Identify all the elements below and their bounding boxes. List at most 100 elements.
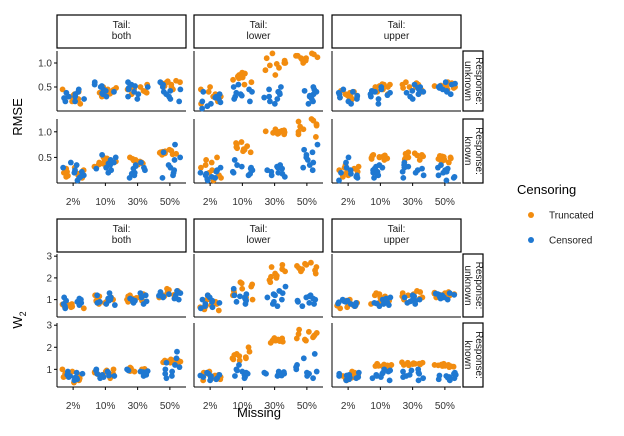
point-censored [405,163,412,170]
point-censored [99,151,105,158]
point-censored [415,377,422,384]
x-tick-label: 30% [265,197,285,208]
point-censored [171,157,178,163]
point-truncated [442,362,448,369]
strip-box [193,218,324,253]
point-truncated [207,84,213,90]
row-strip-label: Response:known [462,127,484,175]
point-truncated [293,335,300,342]
y-tick-label: 1 [46,365,52,376]
point-censored [60,164,67,171]
point-truncated [417,289,424,295]
point-truncated [312,267,318,274]
point-truncated [230,356,237,363]
strip-box [56,14,187,49]
point-censored [105,295,112,302]
point-censored [278,84,284,90]
x-tick-label: 30% [128,401,148,412]
point-censored [142,292,149,299]
point-censored [276,89,283,96]
y-tick-label: 1 [46,295,52,306]
point-censored [310,375,316,382]
point-censored [73,369,80,376]
point-truncated [269,337,276,344]
point-censored [111,88,117,95]
point-truncated [233,140,239,146]
point-truncated [313,122,320,129]
point-censored [230,84,237,90]
point-censored [79,370,86,377]
point-truncated [313,330,320,336]
point-censored [157,79,164,86]
point-censored [208,100,214,107]
point-censored [294,297,301,304]
point-truncated [302,260,308,267]
x-tick-label: 2% [203,401,218,412]
point-censored [232,373,238,379]
point-censored [378,86,385,93]
point-censored [162,366,169,373]
point-truncated [69,303,76,310]
point-censored [385,302,392,308]
point-censored [237,293,243,300]
point-truncated [431,362,438,368]
point-censored [176,98,183,105]
point-truncated [262,128,269,135]
point-censored [247,170,254,177]
point-truncated [273,272,280,279]
row-strip-label: Response:unknown [462,262,484,310]
point-truncated [245,344,252,351]
point-truncated [249,296,256,303]
point-censored [387,367,394,374]
point-censored [400,374,406,380]
point-truncated [166,286,172,293]
point-censored [125,85,132,91]
point-censored [235,81,242,88]
point-truncated [64,172,71,179]
point-censored [238,163,245,170]
point-censored [142,167,148,174]
point-censored [93,165,100,172]
x-tick-label: 50% [435,197,455,208]
point-censored [293,364,299,371]
point-truncated [234,145,241,152]
x-tick-label: 10% [370,197,390,208]
point-censored [176,364,183,371]
point-censored [177,86,184,93]
point-truncated [404,359,411,366]
point-truncated [272,72,279,78]
point-censored [207,374,214,381]
point-censored [99,371,106,378]
point-censored [446,290,453,296]
point-censored [217,164,224,171]
point-censored [369,375,376,382]
point-truncated [198,164,204,171]
point-truncated [215,307,222,314]
point-truncated [262,67,269,74]
x-tick-label: 50% [297,401,317,412]
y-axis-title: RMSE [10,98,25,136]
point-censored [451,291,458,298]
point-censored [336,177,342,184]
point-censored [261,94,268,101]
point-censored [420,375,427,382]
point-censored [348,100,354,107]
point-censored [233,298,240,305]
point-censored [234,162,241,168]
point-censored [216,91,223,98]
point-truncated [388,362,395,368]
point-truncated [243,355,249,362]
point-censored [310,84,317,90]
point-truncated [420,153,427,160]
row-strip-box [462,253,484,318]
y-tick-label: 2 [46,343,52,354]
point-censored [62,303,68,310]
point-censored [268,168,275,175]
point-truncated [399,359,405,366]
point-censored [75,86,82,93]
point-censored [415,85,421,91]
point-censored [264,294,271,301]
x-tick-label: 50% [297,197,317,208]
x-tick-label: 2% [66,401,81,412]
point-truncated [143,89,150,96]
